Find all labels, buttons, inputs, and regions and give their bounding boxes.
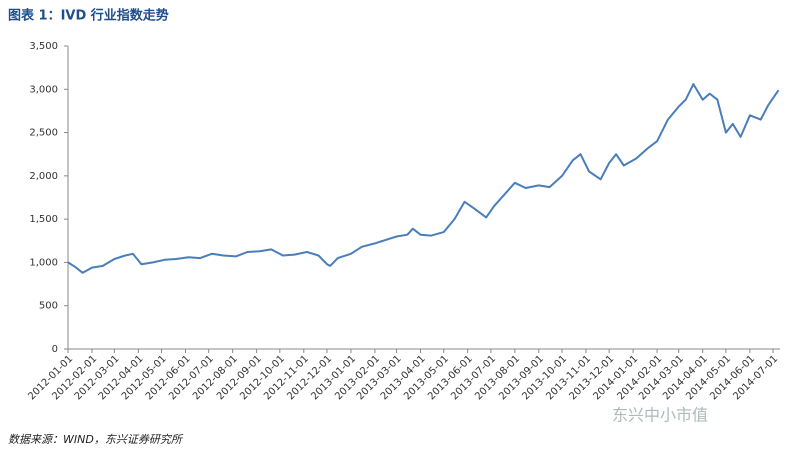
data-line xyxy=(67,83,780,274)
y-tick-label: 3,000 xyxy=(29,84,58,95)
y-tick-label: 500 xyxy=(39,301,58,312)
source-note: 数据来源：WIND，东兴证券研究所 xyxy=(8,433,184,446)
y-tick-label: 1,500 xyxy=(29,214,58,225)
y-tick-label: 2,500 xyxy=(29,128,58,139)
y-tick-label: 0 xyxy=(52,344,58,355)
y-tick-label: 2,000 xyxy=(29,171,58,182)
chart-title: 图表 1：IVD 行业指数走势 xyxy=(8,8,169,24)
y-tick-label: 1,000 xyxy=(29,257,58,268)
y-tick-label: 3,500 xyxy=(29,41,58,52)
watermark: 东兴中小市值 xyxy=(612,406,708,425)
